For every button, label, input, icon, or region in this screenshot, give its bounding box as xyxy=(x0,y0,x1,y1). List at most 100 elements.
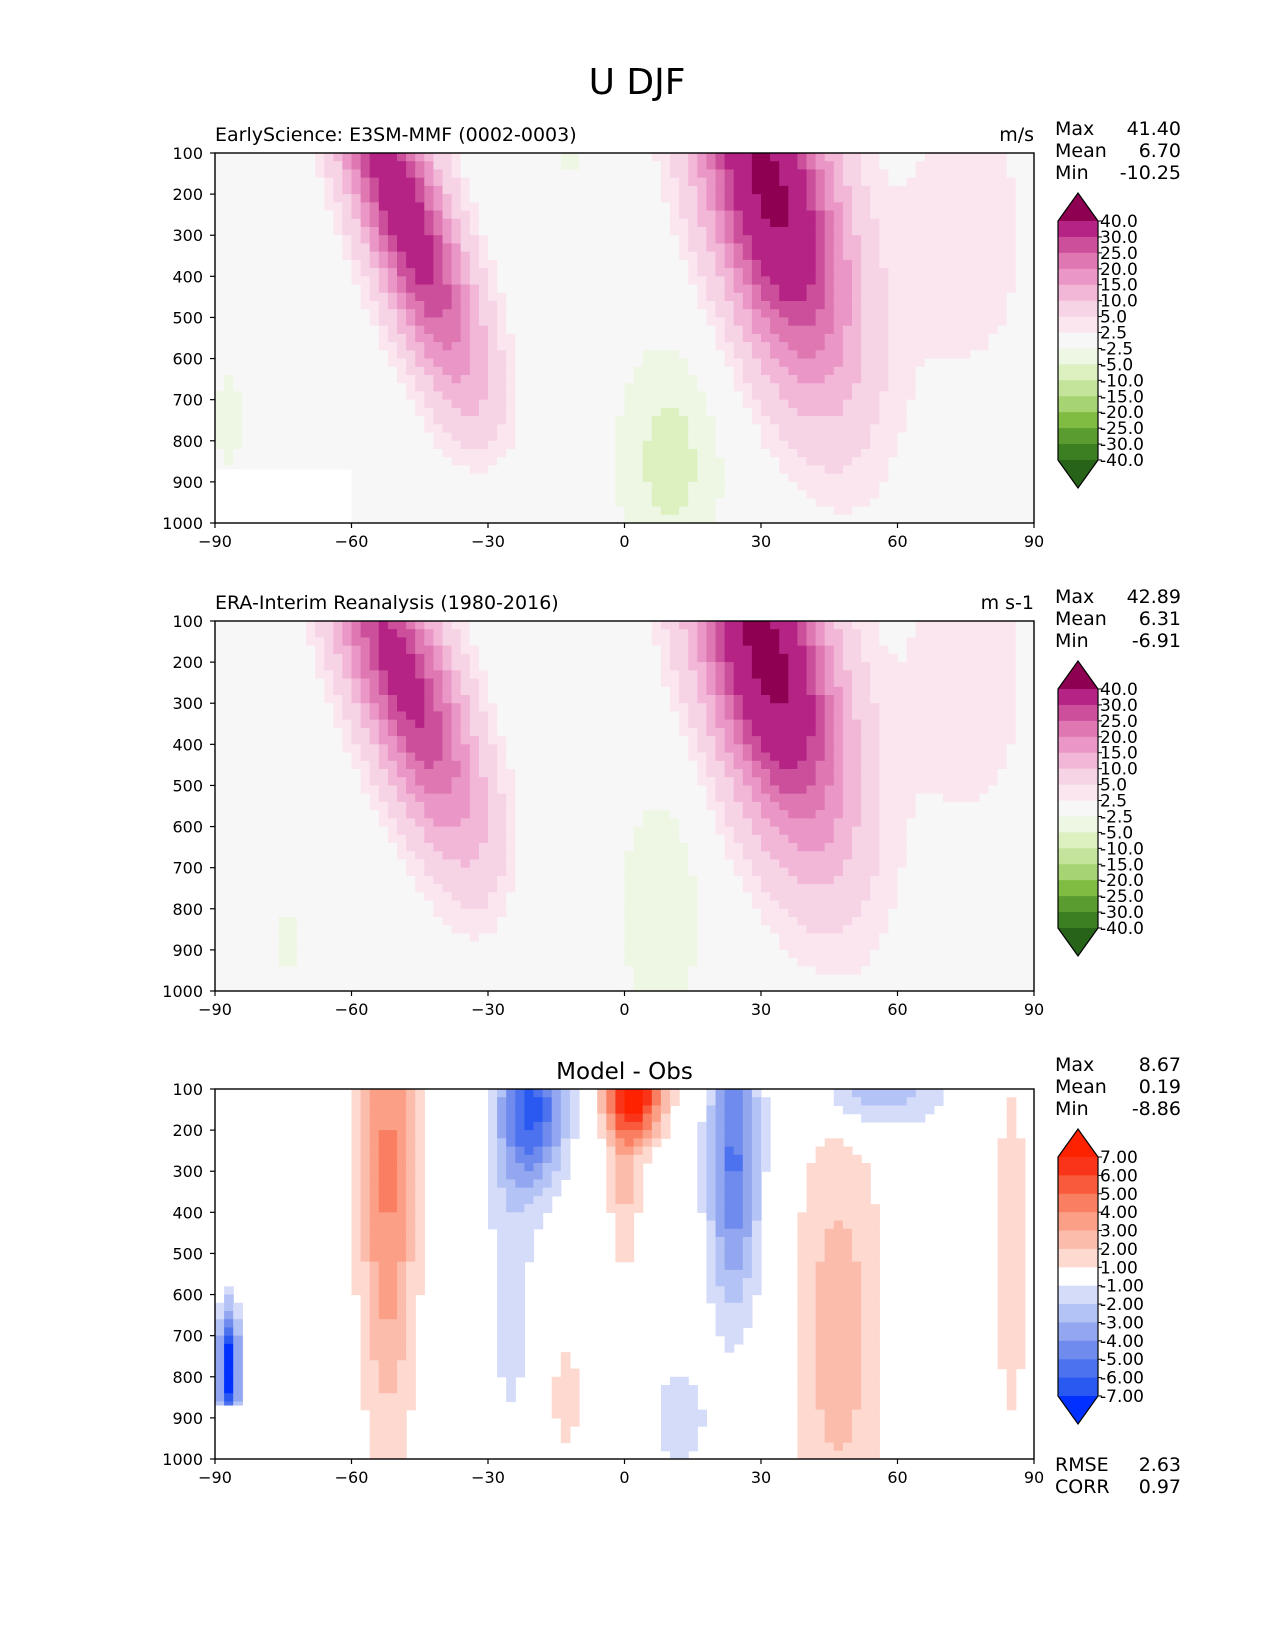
heatmap-cell xyxy=(751,432,762,442)
heatmap-cell xyxy=(560,465,571,475)
heatmap-cell xyxy=(360,268,371,277)
heatmap-cell xyxy=(633,375,644,384)
heatmap-cell xyxy=(624,465,635,475)
heatmap-cell xyxy=(1006,416,1017,425)
heatmap-cell xyxy=(478,449,489,458)
heatmap-cell xyxy=(1006,506,1017,516)
heatmap-cell xyxy=(278,202,289,212)
heatmap-cell xyxy=(861,457,871,467)
heatmap-cell xyxy=(342,235,353,245)
heatmap-cell xyxy=(806,333,817,343)
heatmap-cell xyxy=(842,276,853,286)
heatmap-cell xyxy=(488,498,498,508)
heatmap-cell xyxy=(306,153,316,162)
heatmap-cell xyxy=(406,292,416,302)
heatmap-cell xyxy=(597,210,607,220)
heatmap-cell xyxy=(715,686,726,696)
heatmap-cell xyxy=(988,645,999,655)
heatmap-cell xyxy=(970,259,980,269)
heatmap-cell xyxy=(597,481,607,491)
heatmap-cell xyxy=(724,670,735,680)
heatmap-cell xyxy=(342,227,353,236)
heatmap-cell xyxy=(952,333,962,343)
heatmap-cell xyxy=(897,243,908,253)
heatmap-cell xyxy=(943,161,953,171)
heatmap-cell xyxy=(560,407,571,417)
heatmap-cell xyxy=(761,514,771,524)
heatmap-cell xyxy=(742,399,753,409)
heatmap-cell xyxy=(961,276,971,286)
heatmap-cell xyxy=(651,514,662,524)
heatmap-cell xyxy=(360,399,371,409)
heatmap-cell xyxy=(597,350,607,360)
heatmap-cell xyxy=(679,621,689,630)
heatmap-cell xyxy=(579,333,589,343)
heatmap-cell xyxy=(906,506,917,516)
heatmap-cell xyxy=(397,366,407,376)
heatmap-cell xyxy=(588,424,598,434)
heatmap-cell xyxy=(333,342,343,351)
heatmap-cell xyxy=(961,399,971,409)
heatmap-cell xyxy=(651,185,662,195)
heatmap-cell xyxy=(433,342,444,351)
heatmap-cell xyxy=(560,309,571,319)
heatmap-cell xyxy=(397,358,407,368)
heatmap-cell xyxy=(852,399,862,409)
heatmap-cell xyxy=(633,383,644,393)
heatmap-cell xyxy=(852,333,862,343)
heatmap-cell xyxy=(897,465,908,475)
heatmap-cell xyxy=(378,629,389,639)
heatmap-cell xyxy=(697,333,707,343)
heatmap-cell xyxy=(588,399,598,409)
heatmap-cell xyxy=(770,301,780,310)
heatmap-cell xyxy=(715,481,726,491)
heatmap-cell xyxy=(751,514,762,524)
heatmap-cell xyxy=(943,449,953,458)
heatmap-cell xyxy=(242,284,252,294)
heatmap-cell xyxy=(287,185,298,195)
heatmap-cell xyxy=(1006,473,1017,483)
heatmap-cell xyxy=(815,399,826,409)
heatmap-cell xyxy=(506,161,516,171)
heatmap-cell xyxy=(861,407,871,417)
heatmap-cell xyxy=(861,161,871,171)
heatmap-cell xyxy=(670,169,680,179)
heatmap-cell xyxy=(915,432,926,442)
heatmap-cell xyxy=(833,366,844,376)
heatmap-cell xyxy=(970,416,980,425)
heatmap-cell xyxy=(569,375,580,384)
heatmap-cell xyxy=(888,662,899,671)
heatmap-cell xyxy=(979,276,990,286)
heatmap-cell xyxy=(306,432,316,442)
heatmap-cell xyxy=(788,490,798,499)
heatmap-cell xyxy=(970,243,980,253)
colorbar-bin xyxy=(1058,332,1098,349)
heatmap-cell xyxy=(842,645,853,655)
heatmap-cell xyxy=(460,629,471,639)
heatmap-cell xyxy=(342,342,353,351)
heatmap-cell xyxy=(861,268,871,277)
heatmap-cell xyxy=(651,227,662,236)
heatmap-cell xyxy=(442,653,453,663)
heatmap-cell xyxy=(861,169,871,179)
heatmap-cell xyxy=(269,686,280,696)
heatmap-cell xyxy=(943,358,953,368)
heatmap-cell xyxy=(688,268,698,277)
heatmap-cell xyxy=(842,227,853,236)
heatmap-cell xyxy=(624,210,635,220)
heatmap-cell xyxy=(870,243,880,253)
heatmap-cell xyxy=(761,268,771,277)
heatmap-cell xyxy=(233,276,243,286)
heatmap-cell xyxy=(788,325,798,335)
heatmap-cell xyxy=(606,399,616,409)
heatmap-cell xyxy=(342,399,353,409)
heatmap-cell xyxy=(424,449,434,458)
heatmap-cell xyxy=(306,637,316,647)
heatmap-cell xyxy=(606,391,616,401)
heatmap-cell xyxy=(242,621,252,630)
heatmap-cell xyxy=(569,416,580,425)
heatmap-cell xyxy=(806,440,817,450)
heatmap-cell xyxy=(369,514,380,524)
heatmap-cell xyxy=(988,514,999,524)
heatmap-cell xyxy=(387,169,398,179)
